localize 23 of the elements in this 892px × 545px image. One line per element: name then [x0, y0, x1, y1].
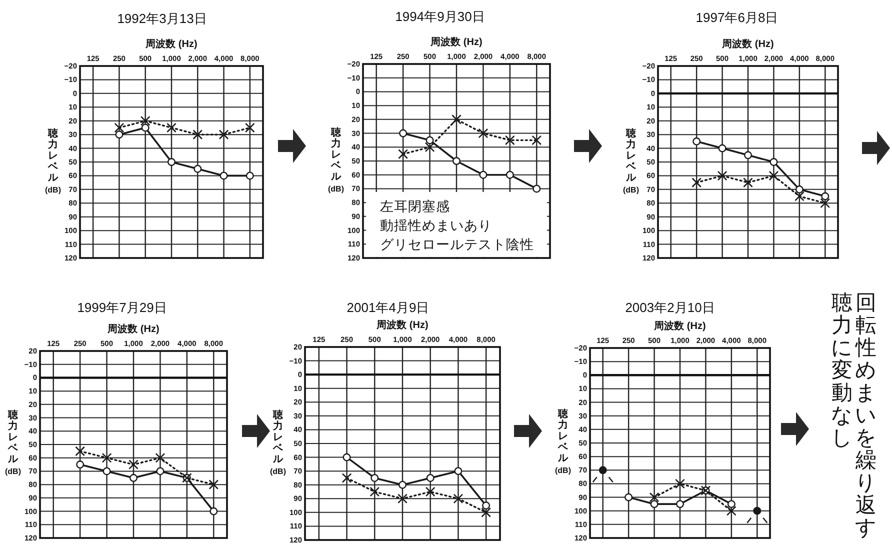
y-axis-title: 聴力レベル (dB): [45, 127, 62, 194]
text: 回転性めまいを繰り返す: [855, 291, 877, 540]
annotation: グリセロールテスト陰性: [380, 237, 534, 252]
annotation: 動揺性めまいあり: [380, 218, 492, 233]
y-axis-title: 聴力レベル (dB): [270, 409, 286, 476]
chart-title: 1994年9月30日: [395, 9, 485, 24]
x-axis-title: 周波数 (Hz): [721, 38, 774, 50]
x-axis-title: 周波数 (Hz): [376, 319, 428, 331]
annotation: 左耳閉塞感: [380, 199, 450, 214]
y-axis-title: 聴力レベル (dB): [555, 408, 572, 476]
chart-title: 2001年4月9日: [346, 300, 430, 315]
y-axis-title: 聴力レベル (dB): [623, 127, 640, 194]
x-axis-title: 周波数 (Hz): [653, 320, 706, 332]
x-axis-title: 周波数 (Hz): [106, 323, 160, 335]
chart-title: 1992年3月13日: [117, 11, 207, 26]
y-axis-title: 聴力レベル (dB): [5, 409, 22, 476]
chart-title: 1997年6月8日: [696, 10, 778, 25]
y-axis-title: 聴力レベル (dB): [328, 126, 344, 194]
chart-title: 2003年2月10日: [625, 300, 715, 315]
x-axis-title: 周波数 (Hz): [144, 38, 198, 50]
x-axis-title: 周波数 (Hz): [430, 36, 482, 48]
chart-title: 1999年7月29日: [77, 300, 167, 315]
text: 聴力に変動なし: [831, 291, 853, 450]
